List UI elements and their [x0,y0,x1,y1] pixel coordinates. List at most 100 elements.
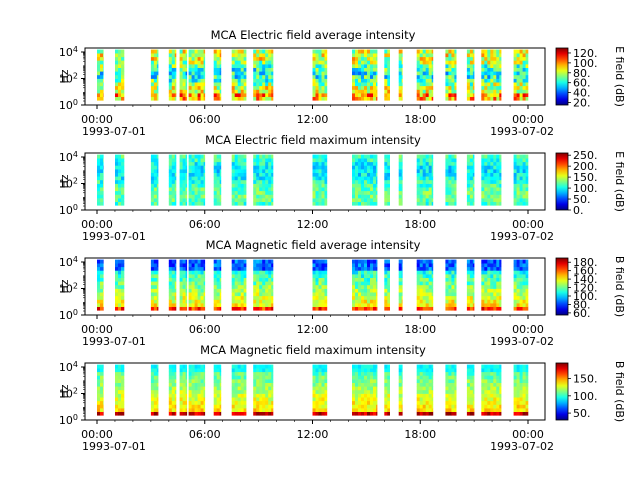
spectrogram-cell [231,386,235,391]
spectrogram-cell [97,172,101,177]
spectrogram-cell [179,281,183,286]
spectrogram-cell [519,277,523,282]
spectrogram-cell [213,75,217,79]
spectrogram-cell [496,154,500,159]
spectrogram-cell [268,165,272,170]
spectrogram-cell [513,158,517,163]
spectrogram-cell [445,198,449,202]
spectrogram-cell [445,285,449,289]
spectrogram-cell [315,180,319,184]
spectrogram-cell [315,277,319,282]
spectrogram-cell [121,172,125,177]
spectrogram-cell [466,277,471,282]
spectrogram-cell [271,266,274,271]
spectrogram-cell [118,172,122,177]
spectrogram-cell [499,53,502,58]
spectrogram-cell [268,194,272,199]
spectrogram-cell [200,183,204,188]
spectrogram-cell [203,371,206,376]
spectrogram-cell [174,49,177,54]
spectrogram-cell [97,183,101,188]
spectrogram-cell [268,60,272,65]
spectrogram-cell [171,292,176,297]
spectrogram-cell [451,299,455,304]
spectrogram-cell [364,411,368,416]
spectrogram-cell [358,158,362,163]
spectrogram-cell [265,263,269,268]
spectrogram-cell [454,190,457,195]
spectrogram-cell [469,198,474,202]
spectrogram-cell [481,89,485,94]
spectrogram-cell [318,82,322,87]
spectrogram-cell [234,270,238,275]
spectrogram-cell [256,78,260,83]
spectrogram-cell [472,292,475,297]
spectrogram-cell [469,56,474,61]
spectrogram-cell [448,371,452,376]
spectrogram-cell [188,382,192,387]
spectrogram-cell [516,169,520,173]
spectrogram-cell [513,161,517,166]
spectrogram-cell [431,180,434,184]
spectrogram-cell [259,198,263,202]
spectrogram-cell [168,299,173,304]
spectrogram-cell [197,176,201,181]
spectrogram-cell [445,288,449,293]
spectrogram-cell [496,82,500,87]
spectrogram-cell [200,379,204,383]
spectrogram-cell [153,158,158,163]
spectrogram-cell [358,49,362,54]
spectrogram-cell [185,390,188,394]
spectrogram-cell [234,158,238,163]
spectrogram-cell [253,194,257,199]
spectrogram-cell [191,400,195,405]
spectrogram-cell [315,75,319,79]
spectrogram-cell [265,295,269,300]
spectrogram-cell [231,176,235,181]
spectrogram-cell [466,285,471,289]
spectrogram-cell [367,382,371,387]
spectrogram-cell [525,187,529,192]
spectrogram-cell [376,281,378,286]
spectrogram-cell [373,64,377,68]
spectrogram-cell [387,165,390,170]
spectrogram-cell [237,161,241,166]
spectrogram-cell [100,75,104,79]
spectrogram-cell [213,274,217,278]
spectrogram-cell [150,187,155,192]
spectrogram-cell [153,285,158,289]
spectrogram-cell [519,158,523,163]
spectrogram-cell [416,397,420,402]
spectrogram-cell [493,198,497,202]
spectrogram-cell [174,368,177,373]
spectrogram-cell [355,299,359,304]
spectrogram-cell [398,303,402,307]
spectrogram-cell [185,82,188,87]
spectrogram-cell [312,285,316,289]
spectrogram-cell [519,71,523,76]
spectrogram-cell [496,368,500,373]
spectrogram-cell [324,60,328,65]
spectrogram-cell [103,299,104,304]
spectrogram-cell [496,371,500,376]
spectrogram-cell [496,176,500,181]
spectrogram-cell [445,75,449,79]
spectrogram-cell [513,201,517,206]
spectrogram-cell [324,53,328,58]
spectrogram-cell [481,67,485,72]
spectrogram-cell [188,165,192,170]
spectrogram-cell [312,263,316,268]
spectrogram-cell [428,169,432,173]
x-date-label: 1993-07-02 [490,125,554,138]
spectrogram-cell [253,78,257,83]
spectrogram-cell [240,285,244,289]
spectrogram-cell [259,53,263,58]
spectrogram-cell [398,198,402,202]
spectrogram-cell [513,386,517,391]
spectrogram-cell [197,306,201,311]
spectrogram-cell [243,82,247,87]
spectrogram-cell [150,393,155,398]
spectrogram-cell [174,263,177,268]
spectrogram-cell [256,56,260,61]
spectrogram-cell [259,161,263,166]
